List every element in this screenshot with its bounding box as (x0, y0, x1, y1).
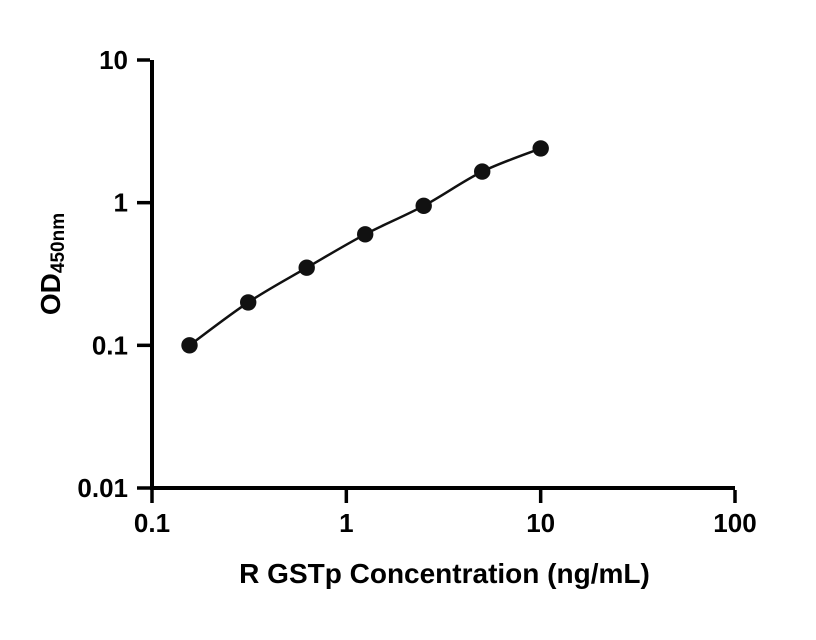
data-point (474, 163, 491, 180)
x-tick-label: 0.1 (134, 508, 170, 538)
data-point (181, 337, 198, 354)
y-axis-title-main: OD (35, 273, 66, 316)
y-tick-label: 1 (114, 188, 128, 218)
x-axis-title: R GSTp Concentration (ng/mL) (239, 558, 650, 589)
x-tick-label: 1 (339, 508, 353, 538)
y-tick-label: 0.01 (77, 473, 128, 503)
data-point (298, 259, 315, 276)
data-point (532, 140, 549, 157)
y-tick-label: 10 (99, 45, 128, 75)
x-tick-label: 100 (713, 508, 756, 538)
y-axis-title-subscript: 450nm (48, 212, 70, 274)
x-tick-label: 10 (526, 508, 555, 538)
axes (150, 60, 735, 490)
data-point (415, 197, 432, 214)
y-axis-title: OD450nm (35, 159, 71, 369)
curve-line (188, 147, 542, 347)
data-point (357, 226, 374, 243)
y-tick-label: 0.1 (92, 330, 128, 360)
data-point (240, 294, 257, 311)
